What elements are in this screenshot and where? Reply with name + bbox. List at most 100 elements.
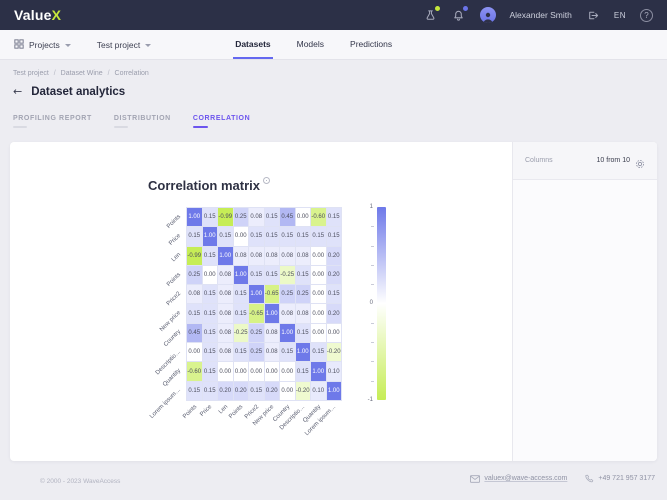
matrix-cell: 0.25 bbox=[295, 285, 311, 305]
matrix-cell: 1.00 bbox=[311, 362, 327, 382]
breadcrumb-current: Correlation bbox=[114, 70, 149, 77]
matrix-cell: 0.15 bbox=[187, 304, 203, 324]
matrix-cell: 0.15 bbox=[264, 265, 280, 286]
chevron-down-icon bbox=[145, 43, 152, 47]
matrix-cell: -0.20 bbox=[326, 343, 342, 363]
logout-icon[interactable] bbox=[586, 8, 600, 22]
matrix-cell: 0.20 bbox=[218, 381, 234, 401]
colorbar-tick-label: -1 bbox=[367, 396, 373, 403]
matrix-cell: 0.15 bbox=[311, 343, 327, 363]
matrix-cell: 0.00 bbox=[311, 304, 327, 324]
footer-phone[interactable]: +49 721 957 3177 bbox=[585, 474, 655, 483]
matrix-cell: -0.20 bbox=[295, 381, 311, 401]
breadcrumb-dataset[interactable]: Dataset Wine bbox=[60, 70, 103, 77]
matrix-cell: 0.15 bbox=[202, 304, 218, 324]
top-bar: ValueX Alexander Smith EN ? bbox=[0, 0, 667, 30]
matrix-cell: 0.00 bbox=[233, 227, 249, 247]
matrix-cell: 0.00 bbox=[311, 265, 327, 286]
matrix-cell: 0.25 bbox=[187, 265, 203, 286]
notifications-bell-icon[interactable] bbox=[452, 6, 468, 22]
footer-email[interactable]: valuex@wave-access.com bbox=[470, 474, 567, 483]
matrix-cell: -0.25 bbox=[280, 265, 296, 286]
matrix-cell: 0.15 bbox=[326, 227, 342, 247]
columns-label: Columns bbox=[525, 157, 553, 164]
tab-profiling-report[interactable]: PROFILING REPORT bbox=[13, 115, 92, 128]
matrix-cell: 0.08 bbox=[280, 304, 296, 324]
matrix-cell: 1.00 bbox=[280, 323, 296, 344]
matrix-cell: 0.08 bbox=[218, 343, 234, 363]
matrix-cell: 0.15 bbox=[202, 208, 218, 228]
copyright-text: © 2000 - 2023 WaveAccess bbox=[40, 478, 121, 485]
tab-datasets[interactable]: Datasets bbox=[233, 30, 273, 59]
matrix-cell: 0.00 bbox=[311, 285, 327, 305]
tab-models[interactable]: Models bbox=[296, 38, 325, 49]
colorbar-minor-tick bbox=[371, 322, 374, 324]
matrix-cell: 0.15 bbox=[233, 285, 249, 305]
colorbar-minor-tick bbox=[371, 226, 374, 228]
tab-distribution[interactable]: DISTRIBUTION bbox=[113, 115, 171, 128]
gear-icon[interactable] bbox=[635, 156, 645, 168]
main-tabs: Datasets Models Predictions bbox=[233, 30, 416, 59]
matrix-cell: 1.00 bbox=[249, 285, 265, 305]
colorbar-minor-tick bbox=[371, 245, 374, 247]
page-content: Test project / Dataset Wine / Correlatio… bbox=[0, 60, 667, 500]
breadcrumb-project[interactable]: Test project bbox=[13, 70, 49, 77]
colorbar-minor-tick bbox=[371, 284, 374, 286]
matrix-cell: 0.15 bbox=[187, 381, 203, 401]
heatmap-grid: 1.00 0.15 -0.99 0.25 0.08 0.15 0.45 0.00 -0.60 0.… bbox=[186, 207, 342, 401]
matrix-cell: 0.15 bbox=[233, 304, 249, 324]
updates-badge bbox=[434, 6, 440, 11]
matrix-cell: 0.00 bbox=[295, 208, 311, 228]
colorbar bbox=[377, 207, 386, 400]
language-selector[interactable]: EN bbox=[613, 10, 626, 20]
colorbar-minor-tick bbox=[371, 342, 374, 344]
info-icon[interactable] bbox=[262, 177, 270, 184]
tab-correlation[interactable]: CORRELATION bbox=[192, 115, 250, 128]
logo-x: X bbox=[51, 7, 62, 23]
matrix-cell: 0.08 bbox=[280, 246, 296, 266]
matrix-cell: 0.08 bbox=[218, 265, 234, 286]
colorbar-tick-label: 1 bbox=[369, 203, 373, 210]
matrix-cell: 0.15 bbox=[326, 208, 342, 228]
matrix-cell: 0.15 bbox=[249, 265, 265, 286]
project-selector[interactable]: Test project bbox=[97, 30, 152, 59]
matrix-cell: 0.15 bbox=[202, 381, 218, 401]
matrix-cell: 0.08 bbox=[264, 323, 280, 344]
matrix-cell: 0.08 bbox=[249, 208, 265, 228]
phone-icon bbox=[585, 474, 594, 483]
columns-count: 10 from 10 bbox=[596, 157, 630, 164]
tab-predictions[interactable]: Predictions bbox=[350, 38, 393, 49]
matrix-cell: 0.10 bbox=[326, 362, 342, 382]
help-icon[interactable]: ? bbox=[640, 8, 653, 22]
matrix-cell: 0.15 bbox=[249, 227, 265, 247]
matrix-cell: 1.00 bbox=[218, 246, 234, 266]
matrix-cell: 0.15 bbox=[218, 227, 234, 247]
logo[interactable]: ValueX bbox=[14, 7, 61, 23]
colorbar-tick-label: 0 bbox=[369, 300, 373, 306]
matrix-cell: 0.15 bbox=[311, 227, 327, 247]
back-arrow-icon[interactable]: ← bbox=[13, 85, 23, 98]
correlation-chart-area: Correlation matrix 1.00 0.15 -0.99 0.25 0.08… bbox=[10, 142, 512, 461]
matrix-cell: 0.00 bbox=[264, 362, 280, 382]
colorbar-minor-tick bbox=[371, 361, 374, 363]
matrix-cell: 0.25 bbox=[249, 323, 265, 344]
project-nav-bar: Projects Test project Datasets Models Pr… bbox=[0, 30, 667, 60]
matrix-cell: 1.00 bbox=[187, 208, 203, 228]
matrix-cell: 0.20 bbox=[264, 381, 280, 401]
matrix-cell: -0.99 bbox=[218, 208, 234, 228]
colorbar-minor-tick bbox=[371, 380, 374, 382]
projects-menu[interactable]: Projects bbox=[14, 30, 71, 59]
matrix-cell: 0.25 bbox=[233, 208, 249, 228]
notifications-badge bbox=[462, 6, 468, 11]
matrix-cell: 0.00 bbox=[311, 323, 327, 344]
matrix-cell: 0.08 bbox=[218, 323, 234, 344]
updates-flask-icon[interactable] bbox=[424, 6, 440, 22]
matrix-cell: 0.15 bbox=[280, 343, 296, 363]
matrix-cell: 0.00 bbox=[249, 362, 265, 382]
user-avatar[interactable] bbox=[479, 7, 496, 23]
matrix-cell: 0.15 bbox=[326, 285, 342, 305]
user-name[interactable]: Alexander Smith bbox=[509, 10, 572, 20]
projects-grid-icon bbox=[14, 38, 24, 51]
envelope-icon bbox=[470, 474, 481, 483]
matrix-cell: 0.20 bbox=[326, 246, 342, 266]
